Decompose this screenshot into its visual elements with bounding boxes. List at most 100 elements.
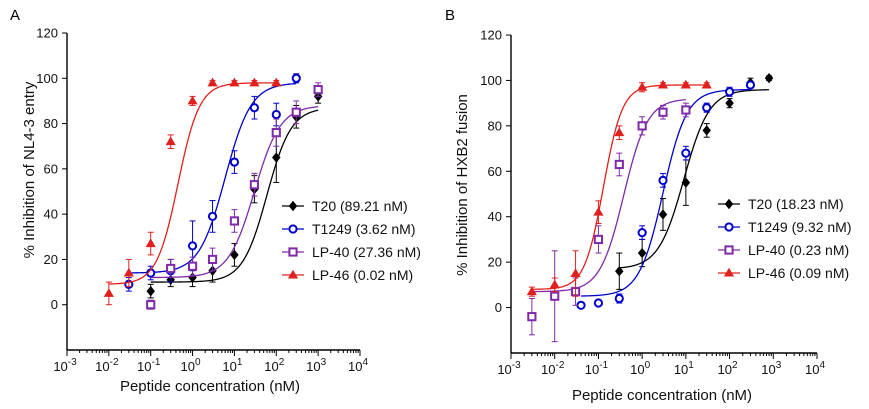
x-tick-label-b: 10-2 (541, 360, 565, 377)
y-tick-label-b: 20 (488, 255, 502, 270)
legend-label-b: T1249 (9.32 nM) (748, 219, 852, 235)
legend-label-b: T20 (18.23 nM) (748, 196, 844, 212)
x-tick-label-b: 10-1 (585, 360, 609, 377)
data-point-a (272, 152, 281, 163)
y-tick-label-b: 120 (480, 28, 502, 43)
panel-a: A % Inhibition of NL4-3 entry Peptide co… (10, 7, 421, 395)
data-point-b (637, 228, 647, 238)
fit-curve-a (108, 82, 277, 285)
y-tick-label-a: 120 (36, 26, 58, 41)
x-tick-label-a: 10-2 (95, 357, 119, 374)
legend-label-b: LP-40 (0.23 nM) (748, 242, 849, 258)
legend-label-a: T1249 (3.62 nM) (312, 221, 416, 237)
x-tick-label-b: 102 (718, 360, 738, 377)
data-point-b (614, 293, 624, 304)
data-point-b (615, 266, 624, 277)
legend-marker-a (288, 200, 298, 212)
legend-marker-a (288, 247, 298, 257)
y-tick-label-b: 60 (488, 164, 502, 179)
x-axis-label-b: Peptide concentration (nM) (572, 387, 752, 404)
data-point-b (550, 291, 560, 301)
data-point-b (526, 286, 537, 296)
data-point-a (146, 300, 156, 310)
data-point-b (637, 247, 647, 259)
data-point-a (103, 288, 114, 297)
legend-label-a: LP-40 (27.36 nM) (312, 244, 421, 260)
data-point-a (229, 157, 240, 167)
data-point-a (187, 261, 198, 271)
data-point-a (187, 95, 198, 105)
panel-b: B % Inhibition of HXB2 fusion Peptide co… (445, 7, 852, 404)
y-tick-label-b: 80 (488, 118, 502, 133)
data-point-a (207, 77, 218, 87)
data-point-b (764, 72, 774, 84)
y-tick-label-a: 60 (44, 161, 58, 176)
data-point-a (207, 254, 218, 265)
data-point-b (745, 80, 756, 90)
data-point-a (207, 211, 218, 222)
x-tick-label-a: 103 (306, 357, 326, 374)
data-point-a (291, 107, 301, 117)
y-axis-label-a: % Inhibition of NL4-3 entry (21, 81, 38, 258)
y-tick-label-b: 40 (488, 209, 502, 224)
data-point-b (681, 105, 691, 115)
data-point-a (166, 263, 176, 274)
y-tick-label-a: 100 (36, 71, 58, 86)
fit-curve-a (150, 109, 319, 283)
x-tick-label-b: 103 (761, 360, 781, 377)
y-tick-label-b: 100 (480, 73, 502, 88)
data-point-b (614, 127, 625, 137)
data-point-a (230, 249, 239, 261)
y-tick-label-a: 0 (51, 297, 58, 312)
data-point-b (724, 87, 735, 97)
legend-marker-a (288, 224, 298, 234)
data-point-b (658, 175, 668, 185)
data-point-b (614, 159, 624, 170)
data-point-a (123, 267, 134, 277)
legend-marker-a (287, 269, 299, 279)
legend-marker-b (724, 198, 734, 210)
data-point-b (680, 79, 691, 89)
y-tick-label-a: 40 (44, 207, 58, 222)
y-tick-label-a: 20 (44, 252, 58, 267)
x-tick-label-b: 101 (674, 360, 694, 377)
data-point-b (658, 209, 668, 220)
x-tick-label-a: 102 (264, 357, 284, 374)
data-point-a (249, 77, 260, 87)
x-tick-label-b: 104 (805, 360, 825, 377)
x-tick-label-a: 10-3 (53, 357, 77, 374)
data-point-b (702, 103, 712, 113)
data-point-a (229, 77, 240, 87)
data-point-a (146, 285, 155, 297)
x-tick-label-a: 100 (181, 357, 201, 374)
y-axis-label-b: % Inhibition of HXB2 fusion (454, 94, 471, 276)
data-point-a (187, 241, 198, 251)
legend-label-a: LP-46 (0.02 nM) (312, 267, 413, 283)
legend-marker-b (723, 267, 735, 277)
data-point-a (249, 180, 259, 190)
panel-label-a: A (10, 7, 20, 24)
data-point-b (702, 125, 711, 136)
data-point-a (271, 128, 281, 138)
data-point-a (165, 136, 176, 146)
data-point-a (271, 109, 281, 120)
data-point-b (593, 234, 604, 245)
data-point-b (593, 206, 604, 216)
x-tick-label-a: 104 (348, 357, 368, 374)
data-point-b (681, 177, 691, 188)
y-tick-label-b: 0 (495, 300, 502, 315)
data-point-a (145, 238, 156, 248)
data-point-a (313, 85, 323, 95)
data-point-b (593, 298, 604, 308)
data-point-b (657, 79, 669, 89)
data-point-b (637, 121, 647, 131)
data-point-b (570, 268, 581, 277)
data-point-b (725, 97, 734, 109)
fit-curve-b (531, 84, 707, 290)
data-point-b (658, 107, 668, 117)
data-point-b (549, 279, 560, 289)
legend-label-b: LP-46 (0.09 nM) (748, 265, 849, 281)
legend-marker-b (724, 245, 734, 255)
x-tick-label-a: 101 (222, 357, 242, 374)
